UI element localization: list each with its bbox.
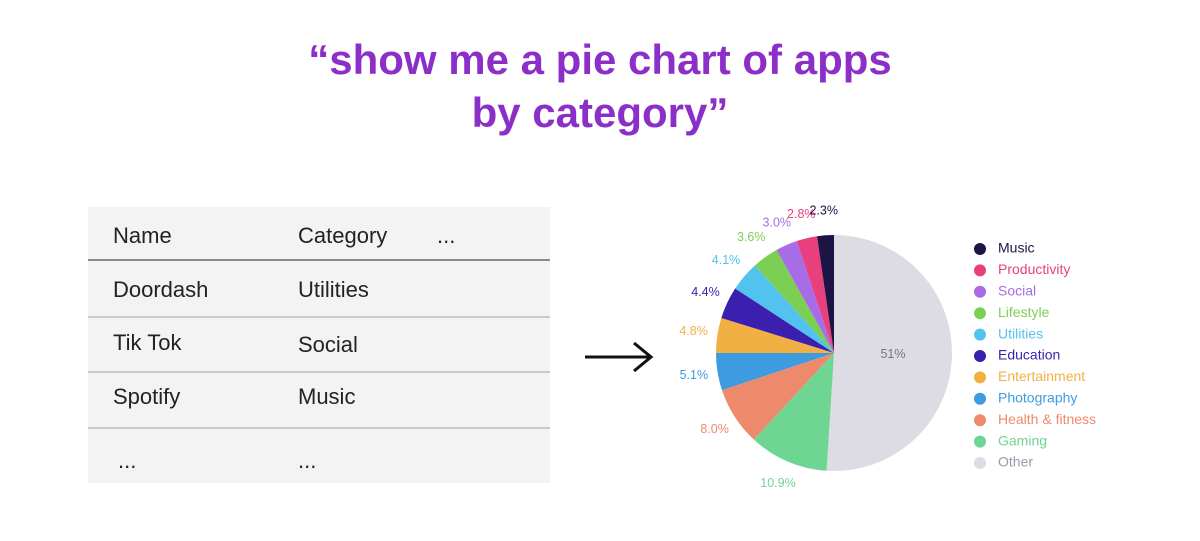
legend-swatch <box>974 307 986 320</box>
legend-swatch <box>974 371 986 384</box>
table-header: Name <box>113 223 172 248</box>
slice-label: 4.1% <box>712 253 741 267</box>
title-line: “show me a pie chart of apps <box>308 36 891 83</box>
slice-label: 51% <box>880 347 905 361</box>
legend-label: Other <box>998 454 1033 470</box>
legend-label: Health & fitness <box>998 411 1096 427</box>
legend-swatch <box>974 350 986 362</box>
legend-swatch <box>974 392 986 405</box>
legend-label: Social <box>998 283 1036 299</box>
slice-label: 4.8% <box>679 324 708 338</box>
slice-label: 3.6% <box>737 230 766 244</box>
table-cell: ... <box>118 448 136 473</box>
pie-slice <box>753 353 834 471</box>
legend-label: Gaming <box>998 432 1047 448</box>
slice-label: 2.8% <box>787 207 816 221</box>
pie-slice <box>817 235 834 353</box>
legend-swatch <box>974 264 986 277</box>
pie-slice <box>735 265 834 353</box>
slice-label: 2.3% <box>809 204 838 218</box>
table-cell: Doordash <box>113 277 208 302</box>
legend-swatch <box>974 457 986 469</box>
table-cell: Spotify <box>113 384 180 409</box>
table-header: Category <box>298 223 387 248</box>
legend-label: Education <box>998 347 1060 363</box>
legend-swatch <box>974 435 986 448</box>
legend-swatch <box>974 285 986 298</box>
pie-slice <box>721 288 834 353</box>
legend-label: Lifestyle <box>998 304 1050 320</box>
pie-slice <box>722 353 834 440</box>
legend-label: Photography <box>998 390 1077 406</box>
table-header: ... <box>437 223 455 248</box>
slice-label: 3.0% <box>763 215 792 229</box>
pie-slice <box>754 249 834 353</box>
slice-label: 4.4% <box>691 285 720 299</box>
title-line: by category” <box>472 89 729 136</box>
legend-label: Music <box>998 240 1035 256</box>
table-cell: Music <box>298 384 355 409</box>
table-cell: ... <box>298 448 316 473</box>
pie-slice <box>826 235 953 472</box>
pie-slice <box>776 241 834 353</box>
pie-slice <box>716 317 834 353</box>
pie-slice <box>796 236 834 353</box>
table-background <box>88 207 550 483</box>
slice-label: 10.9% <box>760 476 795 490</box>
slice-label: 8.0% <box>700 422 729 436</box>
arrow <box>585 341 654 373</box>
legend-swatch <box>974 328 986 341</box>
table-cell: Social <box>298 332 358 357</box>
pie-slice <box>716 353 834 391</box>
legend-swatch <box>974 414 986 427</box>
slice-label: 5.1% <box>680 368 709 382</box>
legend-label: Productivity <box>998 261 1070 277</box>
table-cell: Tik Tok <box>113 330 182 355</box>
legend-label: Utilities <box>998 325 1043 341</box>
table-cell: Utilities <box>298 277 369 302</box>
legend-swatch <box>974 243 986 255</box>
legend-label: Entertainment <box>998 368 1085 384</box>
